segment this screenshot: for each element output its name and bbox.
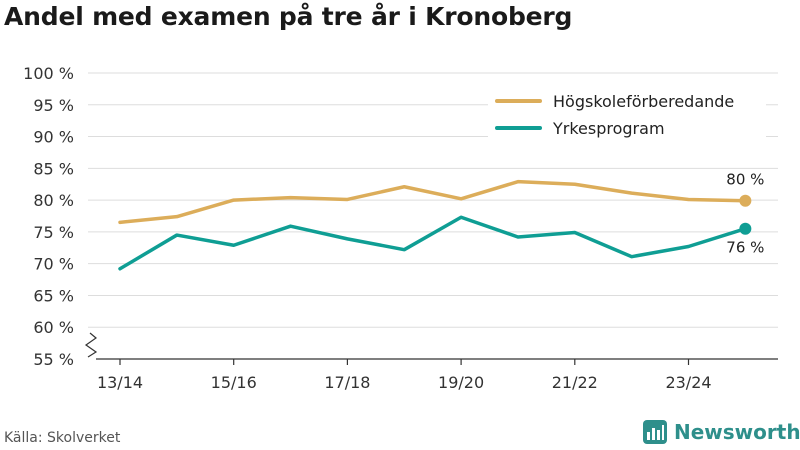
x-tick-label: 21/22 [552,373,598,392]
x-tick-label: 15/16 [211,373,257,392]
legend-box [488,88,766,146]
y-tick-label: 80 % [33,191,74,210]
series-end-label: 76 % [726,239,764,257]
source-note: Källa: Skolverket [4,430,121,446]
brand-name: Newsworthy [674,420,800,444]
series-line-1 [118,215,748,271]
y-tick-label: 60 % [33,318,74,337]
x-tick-label: 17/18 [324,373,370,392]
series-end-marker [739,194,752,207]
y-tick-label: 55 % [33,350,74,369]
y-tick-label: 85 % [33,159,74,178]
series-line-0 [118,179,748,225]
series-end-label: 80 % [726,171,764,189]
y-tick-label: 100 % [23,64,74,83]
brand-logo[interactable]: Newsworthy [642,419,800,445]
y-tick-label: 75 % [33,223,74,242]
newsworthy-logo-icon [643,420,667,444]
y-tick-label: 90 % [33,128,74,147]
y-tick-label: 70 % [33,255,74,274]
legend-label: Högskoleförberedande [553,92,734,111]
legend-label: Yrkesprogram [552,119,665,138]
series-end-marker [739,222,752,235]
y-tick-label: 65 % [33,286,74,305]
axis-break-icon [84,332,98,358]
x-tick-label: 23/24 [665,373,711,392]
x-tick-label: 19/20 [438,373,484,392]
x-tick-label: 13/14 [97,373,143,392]
y-tick-label: 95 % [33,96,74,115]
chart-title: Andel med examen på tre år i Kronoberg [4,2,573,31]
